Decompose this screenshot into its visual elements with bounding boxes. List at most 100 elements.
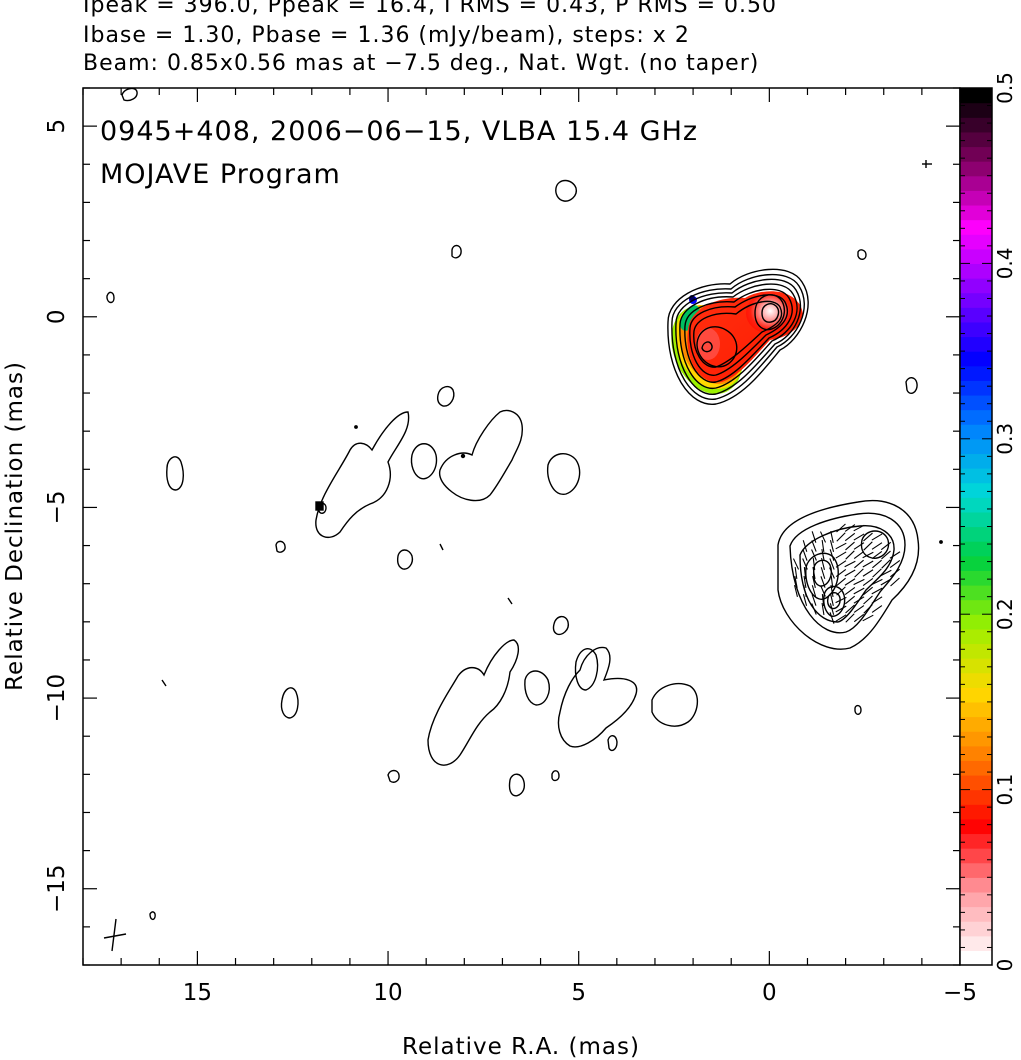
evpa-tick [803, 566, 807, 580]
contour-line [280, 687, 299, 719]
contour-line [436, 385, 455, 407]
colorbar-cell [960, 482, 992, 498]
evpa-tick [821, 539, 825, 553]
x-tick-label: 5 [571, 980, 586, 1006]
evpa-tick [853, 587, 865, 595]
evpa-tick [862, 578, 874, 586]
header-line-2: Ibase = 1.30, Pbase = 1.36 (mJy/beam), s… [83, 23, 690, 48]
contour-line [812, 559, 832, 587]
evpa-tick [811, 531, 817, 543]
chart-subtitle: MOJAVE Program [100, 159, 341, 190]
x-tick-label: 10 [373, 980, 402, 1006]
colorbar-cell [960, 190, 992, 206]
evpa-tick [812, 566, 816, 580]
contour-line [315, 501, 324, 511]
plot-frame [82, 87, 961, 966]
y-tick-label: −10 [44, 674, 70, 723]
evpa-tick [871, 542, 883, 550]
colorbar-cell [960, 906, 992, 922]
evpa-tick [871, 533, 883, 541]
intensity-contours [106, 88, 943, 921]
x-tick-label: 15 [183, 980, 212, 1006]
colorbar-cell [960, 584, 992, 601]
evpa-tick [829, 612, 835, 624]
contour-line [805, 552, 839, 600]
x-tick-label: −5 [943, 980, 977, 1006]
evpa-tick [829, 567, 835, 579]
evpa-tick [862, 614, 874, 622]
colorbar-cell [960, 570, 992, 586]
evpa-tick [862, 586, 874, 596]
evpa-tick [821, 558, 825, 570]
contour-line [547, 453, 581, 495]
colorbar-tick-label: 0.1 [993, 774, 1017, 806]
y-tick-label: −15 [44, 864, 70, 913]
contour-line [679, 283, 798, 389]
evpa-tick [845, 613, 855, 623]
colorbar-cell [960, 804, 992, 820]
evpa-tick [835, 568, 847, 578]
colorbar-cell [960, 468, 992, 484]
y-axis-label: Relative Declination (mas) [2, 361, 28, 691]
colorbar-cell [960, 336, 992, 352]
contour-line [315, 411, 410, 539]
evpa-tick [811, 585, 817, 597]
evpa-tick [863, 604, 873, 614]
colorbar-cell [960, 117, 992, 133]
contour-line [551, 770, 560, 782]
evpa-tick [881, 559, 891, 569]
colorbar-cell [960, 263, 992, 279]
contour-line [555, 179, 578, 202]
header-line-1: Ipeak = 396.0, Ppeak = 16.4, I RMS = 0.4… [83, 0, 777, 18]
evpa-tick [821, 593, 825, 607]
colorbar-cell [960, 409, 992, 425]
contour-line [149, 911, 156, 921]
colorbar-cell [960, 511, 992, 528]
beam-marker [103, 918, 127, 952]
tick-labels: 15 10 5 0 −5 5 0 −5 −10 −15 [44, 119, 977, 1006]
contour-line [552, 615, 570, 636]
evpa-tick [871, 550, 883, 560]
colorbar-tick-label: 0.4 [993, 247, 1017, 279]
y-tick-label: −5 [44, 490, 70, 524]
evpa-tick [792, 558, 800, 570]
evpa-tick [829, 603, 835, 615]
colorbar-tick-label: 0.2 [993, 598, 1017, 630]
colorbar-cell [960, 424, 992, 440]
evpa-tick [871, 587, 883, 595]
contour-line [693, 300, 783, 368]
evpa-tick [830, 594, 834, 606]
evpa-tick [880, 578, 892, 586]
contour-line [557, 646, 638, 748]
evpa-tick [863, 541, 873, 551]
contour-line [689, 294, 789, 376]
evpa-tick [889, 568, 901, 578]
evpa-tick [802, 549, 808, 561]
evpa-tick [835, 605, 847, 613]
evpa-tick [844, 595, 856, 605]
contour-line [857, 249, 867, 260]
evpa-tick [835, 596, 847, 604]
evpa-tick [862, 560, 874, 568]
contour-line [396, 549, 414, 570]
evpa-tick [853, 524, 865, 532]
evpa-tick [844, 560, 856, 568]
evpa-tick [794, 566, 798, 580]
evpa-tick [880, 569, 892, 577]
colorbar-cell [960, 833, 992, 849]
evpa-tick [836, 532, 846, 542]
evpa-tick [836, 577, 846, 587]
colorbar-cell [960, 102, 992, 118]
evpa-tick [872, 559, 882, 569]
colorbar-cell [960, 307, 992, 323]
evpa-tick [871, 596, 883, 604]
evpa-tick [794, 585, 798, 597]
evpa-tick [854, 568, 864, 578]
evpa-tick [880, 541, 892, 551]
contour-line [675, 278, 802, 395]
contour-line [854, 704, 862, 715]
contour-line [438, 409, 524, 502]
evpa-tick [836, 523, 846, 533]
contour-line [524, 670, 550, 706]
contour-line [777, 500, 920, 650]
